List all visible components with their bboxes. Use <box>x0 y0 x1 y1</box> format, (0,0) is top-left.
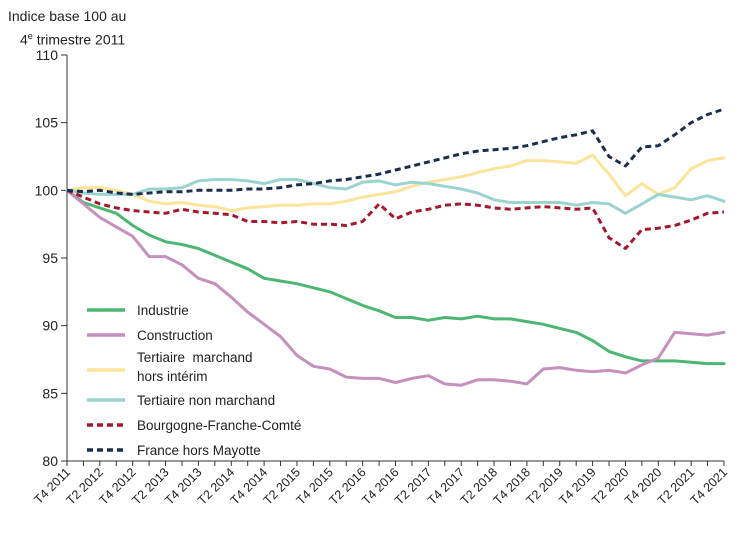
y-tick-label: 110 <box>36 47 59 63</box>
legend-label-5: Bourgogne-Franche-Comté <box>137 418 301 433</box>
series-line-4 <box>65 178 726 215</box>
legend-label-3-line2: hors intérim <box>137 369 208 384</box>
y-tick-label: 85 <box>42 385 58 401</box>
legend: Industrie Construction Tertiaire marchand h… <box>87 303 301 458</box>
y-axis-label-line1: Indice base 100 au <box>8 8 127 24</box>
legend-label-6: France hors Mayotte <box>137 443 261 458</box>
legend-label-4: Tertiaire non marchand <box>137 393 275 408</box>
legend-label-2: Construction <box>137 328 213 343</box>
y-axis-label-superscript: e <box>27 31 33 41</box>
y-axis-label-rest: trimestre 2011 <box>32 31 126 48</box>
series-line-1 <box>65 188 726 366</box>
series-line-5 <box>66 188 725 250</box>
series-layer <box>65 107 726 387</box>
legend-label-3-line1: Tertiaire marchand <box>137 350 253 365</box>
x-tick-label: T4 2021 <box>688 465 730 507</box>
y-axis-label-line2: 4e trimestre 2011 <box>20 31 125 48</box>
y-tick-label: 105 <box>35 115 59 131</box>
series-line-3 <box>65 153 726 213</box>
y-tick-label: 80 <box>42 453 58 469</box>
y-tick-label: 90 <box>42 318 58 334</box>
y-tick-label: 95 <box>42 250 58 266</box>
series-line-2 <box>65 188 726 387</box>
series-line-6 <box>66 107 725 196</box>
legend-label-1: Industrie <box>137 303 189 318</box>
y-axis-label-number: 4 <box>20 31 28 48</box>
y-tick-label: 100 <box>35 182 59 198</box>
